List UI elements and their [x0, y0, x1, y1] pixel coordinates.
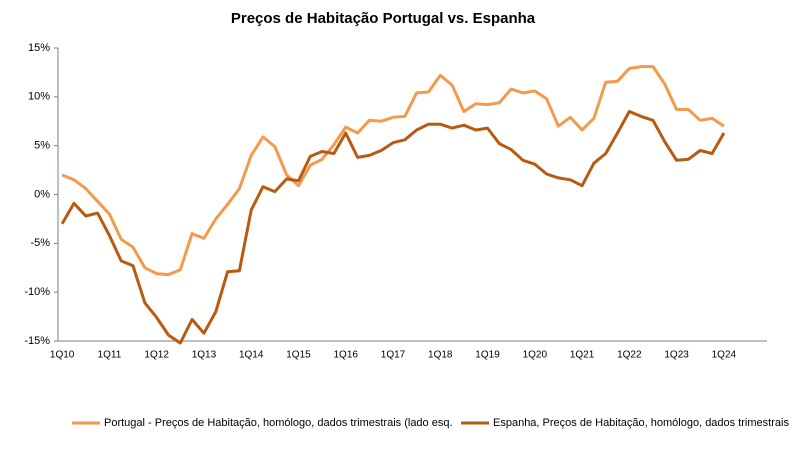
series-line	[61, 65, 725, 277]
x-tick-label: 1Q14	[239, 350, 264, 361]
x-tick-label: 1Q15	[286, 350, 311, 361]
series-line	[60, 110, 726, 345]
y-tick-label: -10%	[24, 286, 50, 298]
legend-label: Portugal - Preços de Habitação, homólogo…	[104, 417, 453, 429]
y-tick-label: 0%	[34, 188, 50, 200]
x-tick-label: 1Q24	[712, 350, 737, 361]
chart-title: Preços de Habitação Portugal vs. Espanha	[231, 10, 536, 27]
x-tick-label: 1Q13	[192, 350, 217, 361]
x-tick-label: 1Q11	[98, 350, 122, 361]
y-tick-label: -5%	[30, 237, 50, 249]
y-tick-label: 10%	[28, 91, 50, 103]
x-tick-label: 1Q18	[428, 350, 453, 361]
legend-label: Espanha, Preços de Habitação, homólogo, …	[493, 417, 789, 429]
x-tick-label: 1Q20	[523, 350, 548, 361]
y-tick-label: -15%	[24, 335, 50, 347]
x-tick-label: 1Q12	[144, 350, 169, 361]
x-tick-label: 1Q16	[334, 350, 359, 361]
x-tick-label: 1Q21	[570, 350, 595, 361]
y-tick-label: 5%	[34, 140, 50, 152]
x-tick-label: 1Q23	[664, 350, 689, 361]
x-tick-label: 1Q19	[475, 350, 500, 361]
x-tick-label: 1Q17	[381, 350, 406, 361]
y-tick-label: 15%	[28, 42, 50, 54]
x-tick-label: 1Q10	[50, 350, 75, 361]
x-tick-label: 1Q22	[617, 350, 642, 361]
